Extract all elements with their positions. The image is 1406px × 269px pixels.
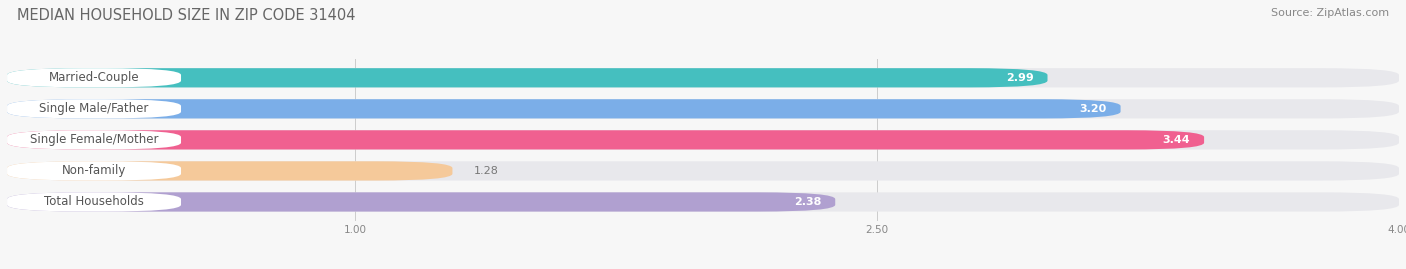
Text: Married-Couple: Married-Couple [49,71,139,84]
FancyBboxPatch shape [7,130,1399,150]
FancyBboxPatch shape [7,99,1399,118]
FancyBboxPatch shape [7,161,453,180]
Text: MEDIAN HOUSEHOLD SIZE IN ZIP CODE 31404: MEDIAN HOUSEHOLD SIZE IN ZIP CODE 31404 [17,8,356,23]
Text: Non-family: Non-family [62,164,127,178]
FancyBboxPatch shape [7,130,1204,150]
Text: Total Households: Total Households [44,196,143,208]
FancyBboxPatch shape [7,192,835,212]
FancyBboxPatch shape [7,68,1399,87]
FancyBboxPatch shape [7,161,1399,180]
Text: 2.38: 2.38 [794,197,821,207]
FancyBboxPatch shape [7,130,181,150]
FancyBboxPatch shape [7,192,1399,212]
FancyBboxPatch shape [7,161,181,180]
FancyBboxPatch shape [7,99,1121,118]
Text: 2.99: 2.99 [1005,73,1033,83]
FancyBboxPatch shape [7,68,1047,87]
Text: Single Female/Mother: Single Female/Mother [30,133,159,146]
FancyBboxPatch shape [7,68,181,87]
Text: 1.28: 1.28 [474,166,498,176]
Text: Source: ZipAtlas.com: Source: ZipAtlas.com [1271,8,1389,18]
FancyBboxPatch shape [7,99,181,118]
Text: 3.20: 3.20 [1080,104,1107,114]
Text: 3.44: 3.44 [1163,135,1191,145]
Text: Single Male/Father: Single Male/Father [39,102,149,115]
FancyBboxPatch shape [7,192,181,212]
